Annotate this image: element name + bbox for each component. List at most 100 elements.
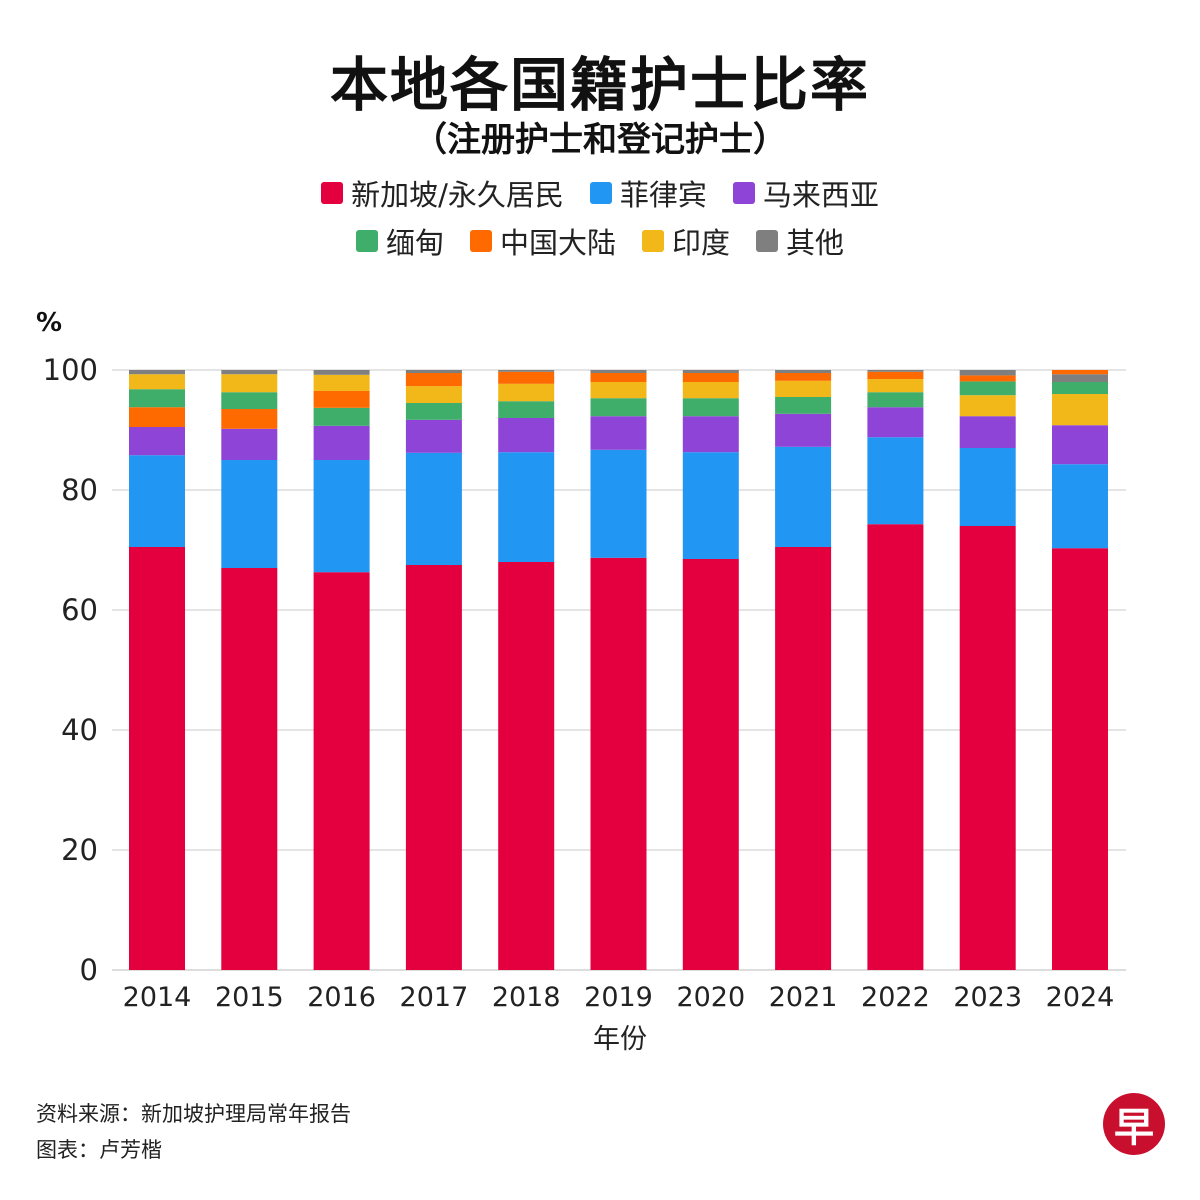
bar-segment-my-2024: [1052, 425, 1108, 465]
x-tick-label: 2023: [953, 982, 1022, 1013]
legend-item-singapore: 新加坡/永久居民: [321, 172, 564, 214]
y-tick-label: 60: [61, 593, 98, 627]
x-tick-label: 2021: [769, 982, 838, 1013]
bar-segment-ot-2024: [1052, 374, 1108, 382]
bar-segment-ot-2022: [867, 370, 924, 372]
bar-segment-mm-2023: [959, 381, 1016, 396]
y-tick-label: 100: [43, 353, 98, 387]
bar-segment-my-2022: [867, 407, 924, 438]
bar-segment-ph-2019: [590, 449, 647, 558]
legend-label-others: 其他: [786, 226, 845, 260]
bar-segment-ot-2016: [313, 370, 370, 375]
bar-stack-2024: [1052, 370, 1108, 970]
bar-segment-mm-2024: [1052, 382, 1108, 394]
bar-segment-in-2021: [775, 380, 832, 397]
x-tick-label: 2018: [492, 982, 561, 1013]
y-tick-labels: 0 20 40 60 80 100: [43, 353, 98, 987]
stacked-bar-chart: 0 20 40 60 80 100 2014 2015 2016 2017 2018 2019 202…: [43, 353, 1126, 1055]
legend-item-myanmar: 缅甸: [355, 220, 444, 262]
legend-swatch-malaysia: [732, 182, 755, 204]
bar-segment-sg-2018: [498, 562, 555, 970]
legend-swatch-philippines: [589, 182, 612, 204]
bar-segment-my-2019: [590, 416, 647, 450]
bar-segment-mm-2019: [590, 398, 647, 417]
bar-segment-in-2019: [590, 382, 647, 399]
bar-segment-ph-2017: [405, 452, 462, 565]
x-tick-label: 2022: [861, 982, 930, 1013]
bar-segment-in-2022: [867, 379, 924, 393]
bar-segment-sg-2022: [867, 524, 924, 970]
x-tick-label: 2014: [123, 982, 192, 1013]
bar-segment-ot-2023: [959, 370, 1016, 376]
legend-row-2: 缅甸 中国大陆 印度 其他: [0, 220, 1200, 262]
y-tick-label: 20: [61, 833, 98, 867]
x-tick-label: 2015: [215, 982, 284, 1013]
x-tick-label: 2024: [1046, 982, 1115, 1013]
bar-segment-mm-2015: [221, 392, 278, 409]
x-tick-label: 2020: [676, 982, 745, 1013]
bar-segment-sg-2015: [221, 568, 278, 970]
bar-segment-ph-2023: [959, 448, 1016, 526]
bar-segment-ph-2015: [221, 460, 278, 568]
legend-item-india: 印度: [642, 220, 730, 262]
bar-segment-in-2018: [498, 383, 555, 402]
y-tick-label: 0: [80, 953, 98, 987]
bar-segment-sg-2021: [775, 547, 832, 970]
bar-segment-my-2023: [959, 416, 1016, 448]
bar-stack-2023: [959, 370, 1016, 970]
bar-segment-in-2020: [682, 382, 739, 399]
bar-segment-my-2014: [129, 427, 185, 456]
legend-label-india: 印度: [672, 226, 731, 260]
source-note: 资料来源：新加坡护理局常年报告: [36, 1102, 351, 1126]
bar-segment-cn-2024: [1052, 370, 1108, 375]
bar-segment-ph-2020: [682, 452, 739, 559]
bar-stack-2014: [129, 370, 185, 970]
y-tick-label: 80: [61, 473, 98, 507]
bar-segment-cn-2019: [590, 373, 647, 382]
legend-item-others: 其他: [756, 220, 844, 262]
legend-item-malaysia: 马来西亚: [732, 172, 879, 214]
bar-segment-ph-2021: [775, 446, 832, 547]
legend-label-china: 中国大陆: [499, 226, 616, 260]
legend-row-1: 新加坡/永久居民 菲律宾 马来西亚: [0, 172, 1200, 214]
bar-segment-my-2018: [498, 418, 555, 453]
bar-segment-cn-2015: [221, 409, 278, 429]
bar-segment-cn-2022: [867, 371, 924, 379]
bar-segment-my-2016: [313, 425, 370, 460]
bars: [129, 370, 1108, 970]
bar-segment-sg-2017: [405, 565, 462, 970]
bar-segment-ot-2014: [129, 370, 185, 375]
bar-segment-cn-2017: [405, 373, 462, 387]
bar-segment-my-2017: [405, 419, 462, 453]
bar-segment-in-2016: [313, 374, 370, 391]
x-tick-label: 2019: [584, 982, 653, 1013]
bar-stack-2019: [590, 370, 647, 970]
bar-segment-cn-2014: [129, 407, 185, 427]
bar-segment-sg-2019: [590, 557, 647, 970]
x-tick-labels: 2014 2015 2016 2017 2018 2019 2020 2021 2022 2023…: [123, 982, 1115, 1013]
bar-segment-mm-2016: [313, 407, 370, 426]
y-tick-label: 40: [61, 713, 98, 747]
legend-label-malaysia: 马来西亚: [762, 178, 879, 212]
bar-segment-ph-2018: [498, 452, 555, 562]
bar-segment-cn-2023: [959, 375, 1016, 382]
bar-segment-mm-2021: [775, 397, 832, 414]
bar-segment-ot-2019: [590, 370, 647, 373]
legend-swatch-india: [642, 230, 664, 252]
bar-segment-cn-2016: [313, 391, 370, 408]
bar-stack-2017: [405, 370, 462, 970]
bar-segment-mm-2018: [498, 401, 555, 418]
bar-segment-in-2023: [959, 395, 1016, 417]
bar-segment-in-2017: [405, 386, 462, 403]
bar-segment-sg-2023: [959, 526, 1016, 970]
bar-segment-ph-2024: [1052, 464, 1108, 549]
chart-subtitle: （注册护士和登记护士）: [413, 120, 787, 160]
bar-segment-ot-2017: [405, 370, 462, 373]
bar-segment-in-2024: [1052, 394, 1108, 426]
bar-segment-in-2015: [221, 374, 278, 393]
bar-segment-cn-2020: [682, 373, 739, 382]
bar-segment-my-2020: [682, 416, 739, 453]
bar-segment-sg-2014: [129, 547, 185, 970]
bar-segment-ph-2014: [129, 455, 185, 547]
bar-stack-2016: [313, 370, 370, 970]
